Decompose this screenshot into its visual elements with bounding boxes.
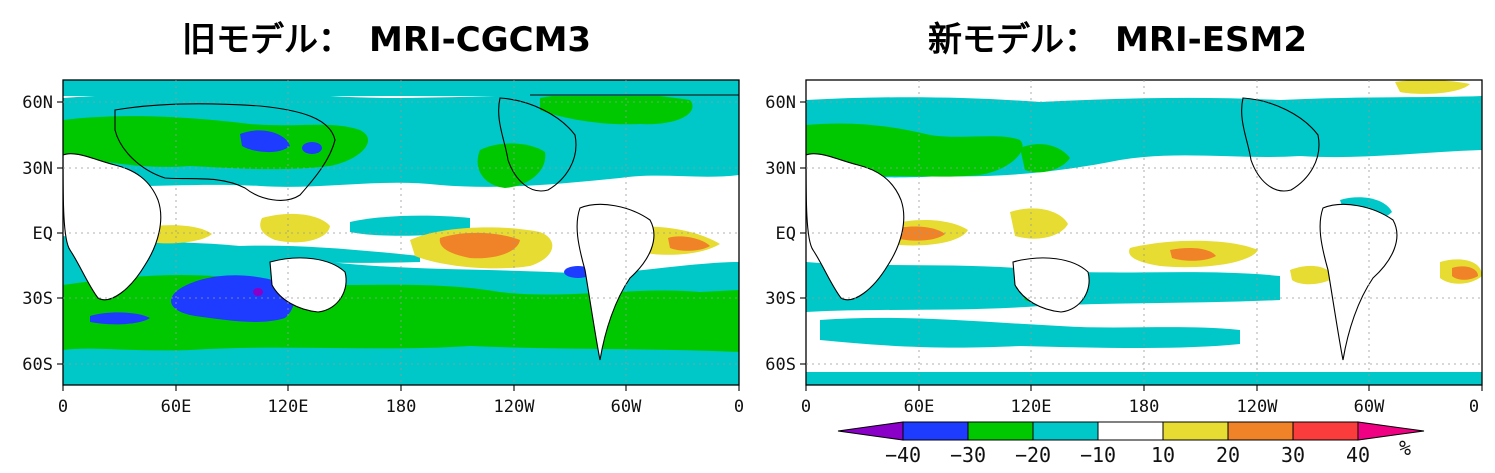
x-tick-label: 0 (1469, 397, 1479, 417)
colorbar (837, 421, 1425, 441)
y-tick-label: 30N (765, 159, 796, 179)
right-coastlines (806, 97, 1398, 361)
x-tick-label: 180 (1129, 397, 1160, 417)
colorbar-label: 10 (1151, 443, 1175, 467)
colorbar-labels: −40 −30 −20 −10 10 20 30 40 % (885, 436, 1411, 467)
right-map-title: 新モデル： MRI-ESM2 (928, 20, 1307, 60)
y-tick-label: 30S (765, 289, 796, 309)
right-axis-ticks (800, 101, 1483, 391)
y-tick-label: 60S (22, 355, 53, 375)
x-tick-label: 60E (904, 397, 935, 417)
colorbar-label: −20 (1015, 443, 1051, 467)
colorbar-segment (967, 421, 1034, 441)
left-gridlines (63, 80, 739, 385)
right-gridlines (806, 80, 1482, 385)
colorbar-label: 30 (1281, 443, 1305, 467)
left-map-title: 旧モデル： MRI-CGCM3 (182, 20, 592, 60)
colorbar-unit: % (1399, 436, 1411, 460)
colorbar-label: −40 (885, 443, 921, 467)
colorbar-segment (902, 421, 969, 441)
y-tick-label: EQ (33, 224, 53, 244)
y-tick-label: 60N (22, 93, 53, 113)
y-tick-label: EQ (776, 224, 796, 244)
x-tick-label: 120W (494, 397, 536, 417)
y-tick-label: 30S (22, 289, 53, 309)
left-map-shading (63, 80, 739, 385)
right-y-tick-labels: 60N 30N EQ 30S 60S (765, 93, 796, 375)
left-coastlines (63, 94, 739, 361)
x-tick-label: 0 (58, 397, 68, 417)
x-tick-label: 60W (1354, 397, 1385, 417)
left-y-tick-labels: 60N 30N EQ 30S 60S (22, 93, 53, 375)
colorbar-arrow-high (1357, 421, 1425, 441)
y-tick-label: 30N (22, 159, 53, 179)
colorbar-label: −30 (950, 443, 986, 467)
y-tick-label: 60N (765, 93, 796, 113)
colorbar-arrow-low (837, 421, 904, 441)
x-tick-label: 0 (734, 397, 744, 417)
left-x-tick-labels: 0 60E 120E 180 120W 60W 0 (58, 397, 744, 417)
colorbar-label: 20 (1216, 443, 1240, 467)
left-axis-ticks (57, 101, 740, 391)
x-tick-label: 120E (1011, 397, 1052, 417)
colorbar-segment (1097, 421, 1164, 441)
colorbar-segment (1032, 421, 1099, 441)
colorbar-segment (1162, 421, 1229, 441)
x-tick-label: 120W (1237, 397, 1279, 417)
colorbar-segment (1227, 421, 1294, 441)
x-tick-label: 0 (801, 397, 811, 417)
x-tick-label: 60E (161, 397, 192, 417)
colorbar-segment (1292, 421, 1359, 441)
left-map-panel: 60N 30N EQ 30S 60S 0 60E 120E 180 120W 6… (22, 79, 744, 417)
y-tick-label: 60S (765, 355, 796, 375)
colorbar-label: −10 (1080, 443, 1116, 467)
right-x-tick-labels: 0 60E 120E 180 120W 60W 0 (801, 397, 1479, 417)
x-tick-label: 120E (268, 397, 309, 417)
colorbar-label: 40 (1346, 443, 1370, 467)
right-map-panel: 60N 30N EQ 30S 60S 0 60E 120E 180 120W 6… (765, 79, 1483, 417)
x-tick-label: 180 (386, 397, 417, 417)
x-tick-label: 60W (611, 397, 642, 417)
